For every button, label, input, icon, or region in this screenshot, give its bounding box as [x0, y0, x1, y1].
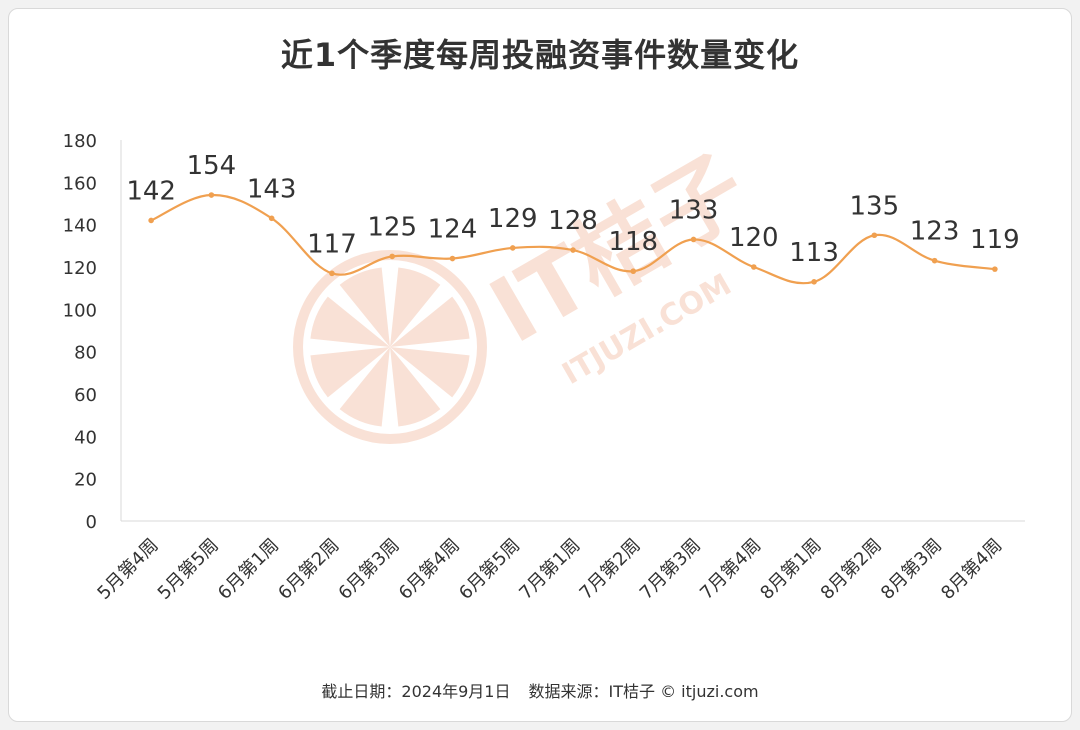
y-tick-label: 40 [74, 427, 97, 448]
data-points [148, 192, 998, 285]
data-point [329, 270, 335, 277]
data-label: 135 [850, 191, 900, 221]
y-tick-label: 140 [63, 216, 97, 237]
watermark-logo-slice [390, 347, 470, 398]
watermark: IT桔子 ITJUZI.COM [293, 136, 764, 444]
data-label: 123 [910, 217, 960, 247]
x-tick-label: 5月第4周 [93, 535, 162, 604]
data-labels: 142 154 143 117 125 124 129 128 118 133 120 113 135 1… [126, 151, 1019, 268]
data-label: 128 [548, 206, 598, 236]
y-tick-label: 20 [74, 470, 97, 491]
data-point [811, 279, 817, 285]
x-tick-label: 5月第5周 [154, 535, 223, 604]
y-tick-label: 60 [74, 385, 97, 406]
data-label: 143 [247, 174, 297, 204]
x-tick-label: 7月第3周 [636, 535, 705, 604]
watermark-logo-slice [390, 267, 441, 347]
watermark-logo-slice [339, 267, 390, 347]
y-tick-label: 120 [63, 258, 97, 279]
x-tick-label: 7月第1周 [515, 535, 584, 604]
x-tick-label: 7月第2周 [576, 535, 645, 604]
axes [120, 140, 1025, 522]
data-point [389, 253, 396, 260]
x-tick-label: 8月第2周 [817, 535, 886, 604]
data-point [570, 247, 576, 253]
watermark-logo-slices [310, 267, 470, 427]
footer-date: 截止日期：2024年9月1日 [321, 682, 511, 701]
data-label: 124 [428, 215, 478, 245]
y-tick-labels: 0 20 40 60 80 100 120 140 160 180 [63, 131, 97, 533]
data-point [992, 266, 998, 272]
data-point [871, 232, 878, 239]
data-label: 154 [187, 151, 237, 181]
data-label: 129 [488, 204, 538, 234]
data-label: 125 [367, 212, 417, 242]
data-label: 118 [608, 227, 658, 257]
footer: 截止日期：2024年9月1日 数据来源：IT桔子 © itjuzi.com [0, 678, 1080, 702]
y-tick-label: 180 [63, 131, 97, 152]
watermark-logo-slice [310, 296, 390, 347]
chart-card [8, 8, 1072, 722]
data-point [931, 257, 938, 264]
data-label: 117 [307, 229, 357, 259]
data-label: 113 [789, 238, 839, 268]
data-point [630, 268, 637, 275]
data-point [148, 217, 154, 224]
x-tick-label: 6月第5周 [455, 535, 524, 604]
data-point [751, 264, 757, 270]
y-tick-label: 80 [74, 343, 97, 364]
x-tick-label: 6月第2周 [274, 535, 343, 604]
x-tick-label: 6月第3周 [335, 535, 404, 604]
data-label: 119 [970, 225, 1020, 255]
watermark-logo-slice [310, 347, 390, 398]
data-label: 133 [669, 195, 719, 225]
y-tick-label: 0 [86, 512, 97, 533]
x-tick-label: 8月第4周 [937, 535, 1006, 604]
x-tick-label: 6月第1周 [214, 535, 283, 604]
data-point [690, 236, 697, 243]
x-tick-label: 8月第3周 [877, 535, 946, 604]
footer-source: 数据来源：IT桔子 © itjuzi.com [528, 682, 759, 701]
y-tick-label: 160 [63, 173, 97, 194]
chart-title: 近1个季度每周投融资事件数量变化 [280, 36, 800, 74]
data-point [509, 245, 516, 251]
watermark-logo-slice [339, 347, 390, 427]
x-tick-label: 7月第4周 [696, 535, 765, 604]
data-point [268, 215, 275, 222]
watermark-logo-slice [390, 296, 470, 347]
x-tick-label: 6月第4周 [395, 535, 464, 604]
data-point [449, 255, 456, 262]
data-label: 120 [729, 223, 779, 253]
x-tick-label: 8月第1周 [756, 535, 825, 604]
data-label: 142 [126, 176, 176, 206]
data-point [208, 192, 215, 198]
y-tick-label: 100 [63, 300, 97, 321]
x-tick-labels: 5月第4周5月第5周6月第1周6月第2周6月第3周6月第4周6月第5周7月第1周… [93, 535, 1006, 604]
watermark-logo-slice [390, 347, 441, 427]
